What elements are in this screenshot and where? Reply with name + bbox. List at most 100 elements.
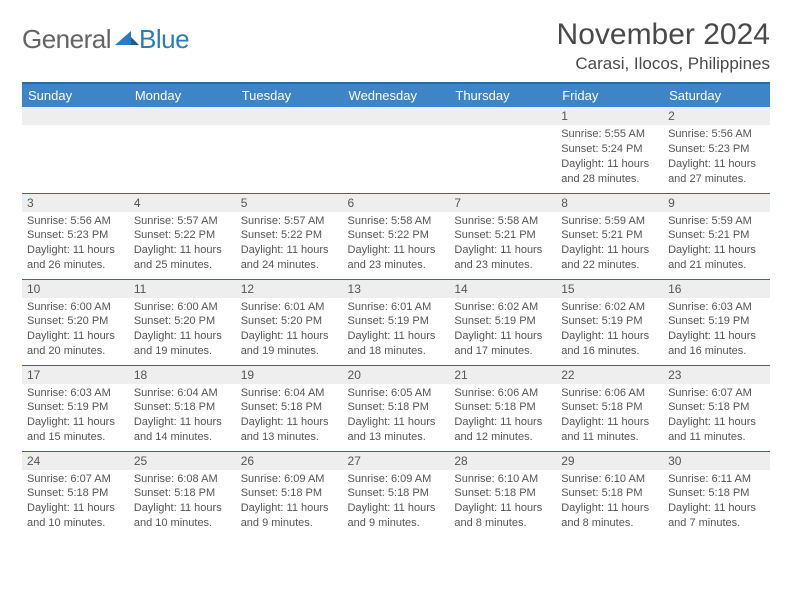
day-details: Sunrise: 6:07 AMSunset: 5:18 PMDaylight:… xyxy=(22,470,129,535)
day-details: Sunrise: 5:55 AMSunset: 5:24 PMDaylight:… xyxy=(556,125,663,190)
day-number: 16 xyxy=(663,280,770,298)
calendar-week-row: 24Sunrise: 6:07 AMSunset: 5:18 PMDayligh… xyxy=(22,451,770,537)
calendar-day-cell: 26Sunrise: 6:09 AMSunset: 5:18 PMDayligh… xyxy=(236,451,343,537)
day-details: Sunrise: 6:04 AMSunset: 5:18 PMDaylight:… xyxy=(236,384,343,449)
day-details: Sunrise: 6:01 AMSunset: 5:19 PMDaylight:… xyxy=(343,298,450,363)
calendar-day-cell: 9Sunrise: 5:59 AMSunset: 5:21 PMDaylight… xyxy=(663,193,770,279)
calendar-day-cell: 14Sunrise: 6:02 AMSunset: 5:19 PMDayligh… xyxy=(449,279,556,365)
calendar-day-cell: 7Sunrise: 5:58 AMSunset: 5:21 PMDaylight… xyxy=(449,193,556,279)
day-details: Sunrise: 6:06 AMSunset: 5:18 PMDaylight:… xyxy=(449,384,556,449)
calendar-day-cell: 15Sunrise: 6:02 AMSunset: 5:19 PMDayligh… xyxy=(556,279,663,365)
weekday-header: Monday xyxy=(129,83,236,107)
calendar-day-cell: 12Sunrise: 6:01 AMSunset: 5:20 PMDayligh… xyxy=(236,279,343,365)
day-details: Sunrise: 6:00 AMSunset: 5:20 PMDaylight:… xyxy=(129,298,236,363)
calendar-day-cell: 28Sunrise: 6:10 AMSunset: 5:18 PMDayligh… xyxy=(449,451,556,537)
day-details: Sunrise: 6:02 AMSunset: 5:19 PMDaylight:… xyxy=(449,298,556,363)
day-details: Sunrise: 6:10 AMSunset: 5:18 PMDaylight:… xyxy=(449,470,556,535)
day-details: Sunrise: 6:08 AMSunset: 5:18 PMDaylight:… xyxy=(129,470,236,535)
day-details: Sunrise: 5:59 AMSunset: 5:21 PMDaylight:… xyxy=(663,212,770,277)
title-block: November 2024 Carasi, Ilocos, Philippine… xyxy=(557,18,770,74)
day-details: Sunrise: 6:03 AMSunset: 5:19 PMDaylight:… xyxy=(663,298,770,363)
day-details: Sunrise: 6:04 AMSunset: 5:18 PMDaylight:… xyxy=(129,384,236,449)
day-number xyxy=(129,107,236,125)
day-details: Sunrise: 6:00 AMSunset: 5:20 PMDaylight:… xyxy=(22,298,129,363)
day-number: 7 xyxy=(449,194,556,212)
day-details: Sunrise: 6:03 AMSunset: 5:19 PMDaylight:… xyxy=(22,384,129,449)
calendar-day-cell xyxy=(236,107,343,193)
day-number xyxy=(449,107,556,125)
calendar-day-cell: 1Sunrise: 5:55 AMSunset: 5:24 PMDaylight… xyxy=(556,107,663,193)
calendar-day-cell xyxy=(343,107,450,193)
day-details: Sunrise: 5:57 AMSunset: 5:22 PMDaylight:… xyxy=(236,212,343,277)
day-details: Sunrise: 6:02 AMSunset: 5:19 PMDaylight:… xyxy=(556,298,663,363)
day-details: Sunrise: 5:57 AMSunset: 5:22 PMDaylight:… xyxy=(129,212,236,277)
calendar-day-cell: 29Sunrise: 6:10 AMSunset: 5:18 PMDayligh… xyxy=(556,451,663,537)
weekday-header: Tuesday xyxy=(236,83,343,107)
day-details: Sunrise: 6:11 AMSunset: 5:18 PMDaylight:… xyxy=(663,470,770,535)
calendar-week-row: 3Sunrise: 5:56 AMSunset: 5:23 PMDaylight… xyxy=(22,193,770,279)
calendar-week-row: 1Sunrise: 5:55 AMSunset: 5:24 PMDaylight… xyxy=(22,107,770,193)
day-number: 4 xyxy=(129,194,236,212)
day-number: 15 xyxy=(556,280,663,298)
calendar-day-cell: 17Sunrise: 6:03 AMSunset: 5:19 PMDayligh… xyxy=(22,365,129,451)
day-details: Sunrise: 5:58 AMSunset: 5:22 PMDaylight:… xyxy=(343,212,450,277)
calendar-page: General Blue November 2024 Carasi, Iloco… xyxy=(0,0,792,555)
day-details: Sunrise: 6:09 AMSunset: 5:18 PMDaylight:… xyxy=(343,470,450,535)
calendar-day-cell: 23Sunrise: 6:07 AMSunset: 5:18 PMDayligh… xyxy=(663,365,770,451)
day-number xyxy=(343,107,450,125)
logo-text-blue: Blue xyxy=(139,24,189,55)
calendar-day-cell: 18Sunrise: 6:04 AMSunset: 5:18 PMDayligh… xyxy=(129,365,236,451)
calendar-day-cell: 3Sunrise: 5:56 AMSunset: 5:23 PMDaylight… xyxy=(22,193,129,279)
calendar-header-row: SundayMondayTuesdayWednesdayThursdayFrid… xyxy=(22,83,770,107)
weekday-header: Thursday xyxy=(449,83,556,107)
day-details: Sunrise: 5:59 AMSunset: 5:21 PMDaylight:… xyxy=(556,212,663,277)
day-number: 8 xyxy=(556,194,663,212)
calendar-day-cell: 19Sunrise: 6:04 AMSunset: 5:18 PMDayligh… xyxy=(236,365,343,451)
day-number: 11 xyxy=(129,280,236,298)
day-number: 13 xyxy=(343,280,450,298)
calendar-day-cell xyxy=(22,107,129,193)
day-number: 18 xyxy=(129,366,236,384)
day-number: 10 xyxy=(22,280,129,298)
day-details: Sunrise: 6:06 AMSunset: 5:18 PMDaylight:… xyxy=(556,384,663,449)
day-details: Sunrise: 6:05 AMSunset: 5:18 PMDaylight:… xyxy=(343,384,450,449)
day-number xyxy=(22,107,129,125)
calendar-day-cell: 4Sunrise: 5:57 AMSunset: 5:22 PMDaylight… xyxy=(129,193,236,279)
calendar-day-cell: 10Sunrise: 6:00 AMSunset: 5:20 PMDayligh… xyxy=(22,279,129,365)
day-number: 1 xyxy=(556,107,663,125)
calendar-day-cell: 8Sunrise: 5:59 AMSunset: 5:21 PMDaylight… xyxy=(556,193,663,279)
calendar-week-row: 10Sunrise: 6:00 AMSunset: 5:20 PMDayligh… xyxy=(22,279,770,365)
calendar-day-cell: 27Sunrise: 6:09 AMSunset: 5:18 PMDayligh… xyxy=(343,451,450,537)
day-number: 17 xyxy=(22,366,129,384)
day-details: Sunrise: 5:56 AMSunset: 5:23 PMDaylight:… xyxy=(663,125,770,190)
calendar-day-cell xyxy=(449,107,556,193)
day-details: Sunrise: 5:58 AMSunset: 5:21 PMDaylight:… xyxy=(449,212,556,277)
day-number: 24 xyxy=(22,452,129,470)
calendar-day-cell: 24Sunrise: 6:07 AMSunset: 5:18 PMDayligh… xyxy=(22,451,129,537)
weekday-header: Sunday xyxy=(22,83,129,107)
calendar-day-cell: 2Sunrise: 5:56 AMSunset: 5:23 PMDaylight… xyxy=(663,107,770,193)
day-details: Sunrise: 6:09 AMSunset: 5:18 PMDaylight:… xyxy=(236,470,343,535)
day-number: 20 xyxy=(343,366,450,384)
day-number: 6 xyxy=(343,194,450,212)
weekday-header: Friday xyxy=(556,83,663,107)
day-number: 25 xyxy=(129,452,236,470)
calendar-body: 1Sunrise: 5:55 AMSunset: 5:24 PMDaylight… xyxy=(22,107,770,537)
day-number: 22 xyxy=(556,366,663,384)
day-number: 9 xyxy=(663,194,770,212)
day-number: 21 xyxy=(449,366,556,384)
calendar-day-cell: 13Sunrise: 6:01 AMSunset: 5:19 PMDayligh… xyxy=(343,279,450,365)
day-number: 23 xyxy=(663,366,770,384)
calendar-day-cell: 21Sunrise: 6:06 AMSunset: 5:18 PMDayligh… xyxy=(449,365,556,451)
day-number: 2 xyxy=(663,107,770,125)
location-subtitle: Carasi, Ilocos, Philippines xyxy=(557,54,770,74)
month-title: November 2024 xyxy=(557,18,770,52)
calendar-week-row: 17Sunrise: 6:03 AMSunset: 5:19 PMDayligh… xyxy=(22,365,770,451)
calendar-day-cell xyxy=(129,107,236,193)
day-number: 26 xyxy=(236,452,343,470)
calendar-day-cell: 22Sunrise: 6:06 AMSunset: 5:18 PMDayligh… xyxy=(556,365,663,451)
calendar-day-cell: 20Sunrise: 6:05 AMSunset: 5:18 PMDayligh… xyxy=(343,365,450,451)
calendar-day-cell: 11Sunrise: 6:00 AMSunset: 5:20 PMDayligh… xyxy=(129,279,236,365)
calendar-day-cell: 25Sunrise: 6:08 AMSunset: 5:18 PMDayligh… xyxy=(129,451,236,537)
day-number: 12 xyxy=(236,280,343,298)
